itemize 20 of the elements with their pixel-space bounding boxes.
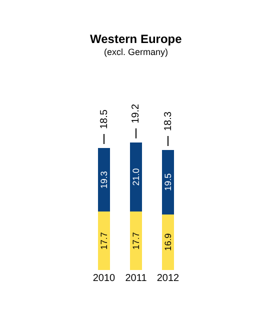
bar <box>162 150 174 214</box>
annotation: 19.2 <box>130 104 142 124</box>
x-tick-label: 2012 <box>156 273 180 284</box>
x-tick-label: 2011 <box>125 273 148 284</box>
annotation: 18.3 <box>163 111 174 131</box>
data-label: 21.0 <box>131 168 141 186</box>
annotation: 18.5 <box>98 109 110 130</box>
bar <box>162 214 174 270</box>
x-tick-label: 2010 <box>92 273 116 284</box>
bar <box>98 148 110 212</box>
data-label: 19.5 <box>163 173 173 191</box>
bar <box>98 212 110 270</box>
data-label: 17.7 <box>99 232 109 250</box>
chart-subtitle: (excl. Germany) <box>104 47 168 57</box>
data-label: 19.3 <box>99 171 109 189</box>
bar <box>130 212 142 270</box>
bar <box>130 142 142 212</box>
data-label: 16.9 <box>163 233 173 251</box>
chart-title: Western Europe <box>90 32 182 46</box>
data-label: 17.7 <box>131 232 141 250</box>
